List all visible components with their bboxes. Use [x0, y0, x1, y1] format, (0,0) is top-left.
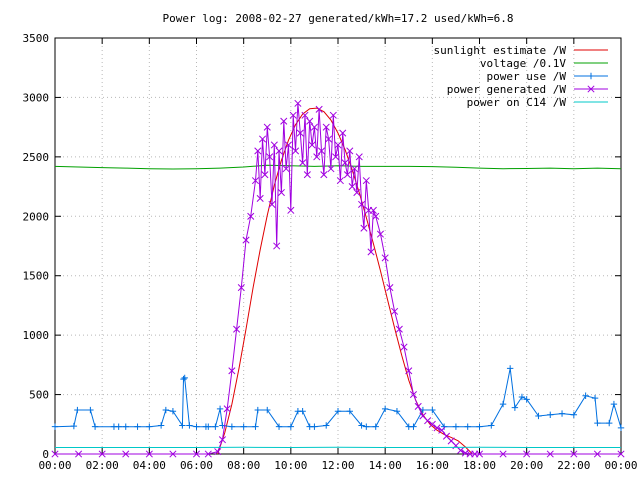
legend-label: voltage /0.1V: [480, 57, 566, 70]
legend-label: power use /W: [487, 70, 567, 83]
data-point: [547, 412, 553, 418]
data-point: [252, 423, 258, 429]
data-point: [255, 407, 261, 413]
x-tick-label: 14:00: [369, 459, 402, 472]
data-point: [571, 412, 577, 418]
data-point: [373, 423, 379, 429]
data-point: [186, 422, 192, 428]
data-point: [146, 423, 152, 429]
data-point: [382, 406, 388, 412]
data-point: [512, 404, 518, 410]
x-tick-label: 12:00: [321, 459, 354, 472]
data-point: [594, 420, 600, 426]
data-point: [592, 395, 598, 401]
data-point: [52, 423, 58, 429]
y-tick-label: 3000: [23, 91, 50, 104]
data-point: [217, 406, 223, 412]
x-tick-label: 08:00: [227, 459, 260, 472]
data-point: [363, 423, 369, 429]
legend-label: power generated /W: [447, 83, 567, 96]
x-tick-label: 00:00: [604, 459, 637, 472]
data-point: [488, 422, 494, 428]
legend-entry: power on C14 /W: [467, 96, 608, 109]
series-line: [55, 165, 621, 169]
data-point: [179, 422, 185, 428]
y-tick-label: 2500: [23, 151, 50, 164]
legend-label: power on C14 /W: [467, 96, 567, 109]
y-tick-label: 500: [29, 389, 49, 402]
data-point: [71, 423, 77, 429]
data-point: [465, 423, 471, 429]
data-point: [92, 423, 98, 429]
data-point: [212, 423, 218, 429]
data-point: [115, 423, 121, 429]
data-point: [535, 413, 541, 419]
legend-entry: voltage /0.1V: [480, 57, 608, 70]
data-point: [500, 401, 506, 407]
series-1: [55, 165, 621, 169]
legend-entry: sunlight estimate /W: [434, 44, 608, 57]
data-point: [311, 423, 317, 429]
x-tick-label: 16:00: [416, 459, 449, 472]
data-point: [424, 418, 430, 424]
data-point: [163, 407, 169, 413]
data-point: [180, 376, 186, 382]
data-point: [582, 393, 588, 399]
legend-entry: power use /W: [487, 70, 608, 83]
x-tick-label: 04:00: [133, 459, 166, 472]
data-point: [158, 422, 164, 428]
data-point: [618, 425, 624, 431]
data-point: [453, 423, 459, 429]
legend-entry: power generated /W: [447, 83, 608, 96]
y-tick-label: 1500: [23, 270, 50, 283]
data-point: [606, 420, 612, 426]
x-tick-label: 00:00: [38, 459, 71, 472]
y-tick-label: 3500: [23, 32, 50, 45]
data-point: [240, 423, 246, 429]
data-point: [182, 375, 188, 381]
data-point: [611, 401, 617, 407]
data-point: [170, 408, 176, 414]
x-tick-label: 22:00: [557, 459, 590, 472]
x-tick-label: 06:00: [180, 459, 213, 472]
y-tick-label: 2000: [23, 210, 50, 223]
data-point: [507, 365, 513, 371]
data-point: [193, 423, 199, 429]
chart-title: Power log: 2008-02-27 generated/kWh=17.2…: [163, 12, 514, 25]
y-tick-label: 1000: [23, 329, 50, 342]
x-tick-label: 10:00: [274, 459, 307, 472]
data-point: [299, 408, 305, 414]
x-tick-label: 02:00: [86, 459, 119, 472]
data-point: [410, 423, 416, 429]
data-point: [74, 407, 80, 413]
legend-label: sunlight estimate /W: [434, 44, 567, 57]
data-point: [476, 423, 482, 429]
data-point: [559, 410, 565, 416]
x-tick-label: 18:00: [463, 459, 496, 472]
data-point: [396, 326, 402, 332]
legend-marker: [588, 73, 594, 79]
data-point: [229, 423, 235, 429]
data-point: [123, 423, 129, 429]
data-point: [429, 407, 435, 413]
data-point: [87, 407, 93, 413]
data-point: [288, 423, 294, 429]
data-point: [134, 423, 140, 429]
x-tick-label: 20:00: [510, 459, 543, 472]
